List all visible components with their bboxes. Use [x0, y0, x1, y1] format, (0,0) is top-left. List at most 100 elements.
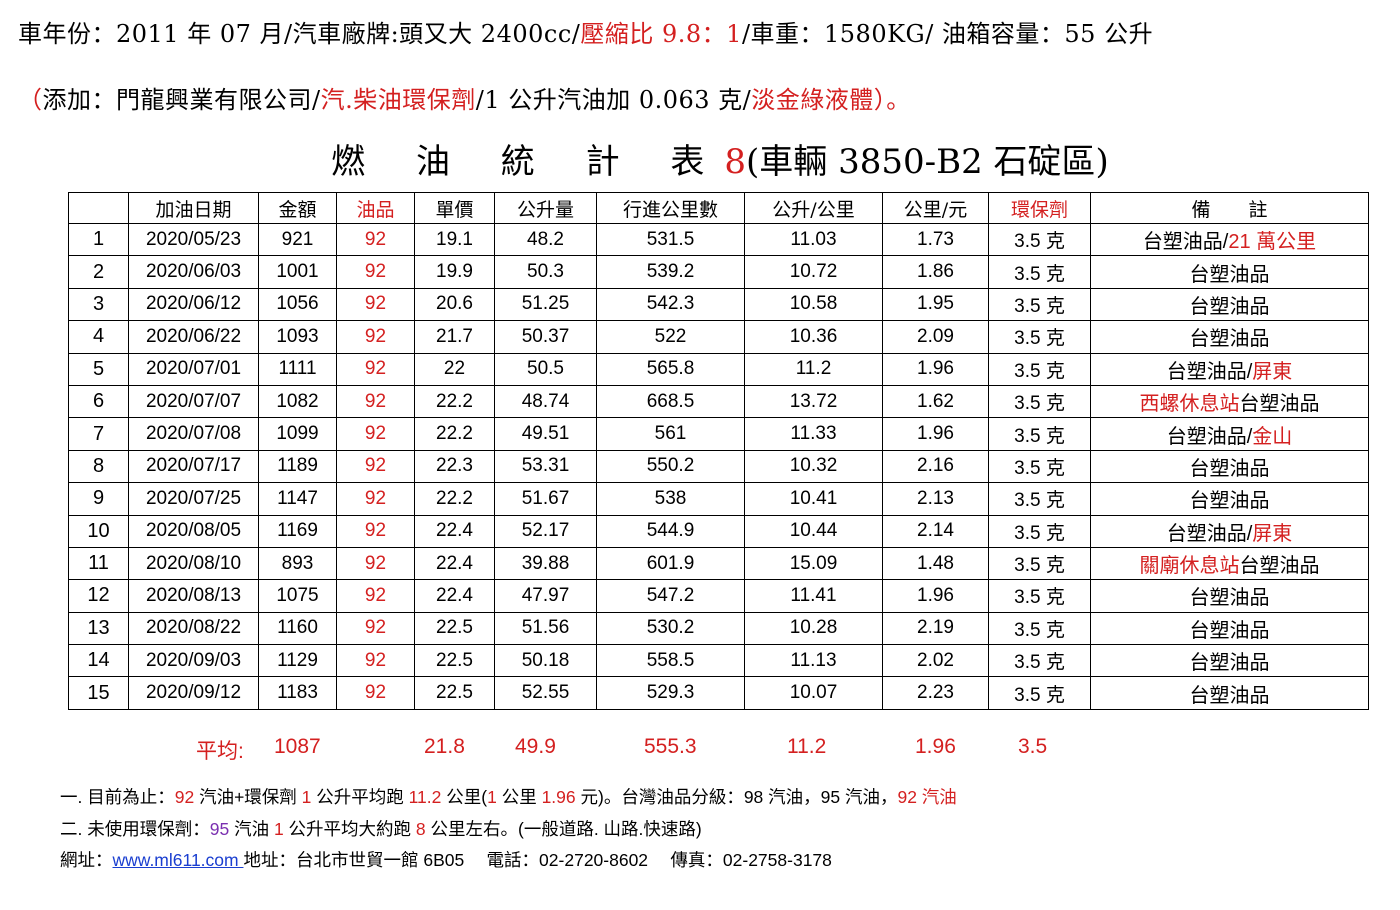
note-station: 台塑油品	[1189, 587, 1270, 610]
row-unit-price: 22.2	[414, 417, 495, 451]
row-liters: 48.74	[494, 384, 597, 419]
row-km: 522	[596, 320, 745, 354]
additive-company: 添加：門龍興業有限公司/	[42, 86, 321, 114]
row-additive: 3.5 克	[988, 482, 1091, 516]
footer-text-segment: 汽油+環保劑	[194, 787, 302, 807]
note-station: 台塑油品	[1189, 652, 1270, 675]
row-fuel-grade: 92	[336, 514, 415, 548]
row-liters: 50.18	[494, 644, 597, 678]
row-note: 台塑油品	[1090, 449, 1369, 484]
website-link[interactable]: www.ml611.com	[112, 850, 244, 870]
row-date: 2020/07/01	[128, 352, 259, 386]
row-amount: 1099	[258, 417, 337, 451]
header-note: 備 註	[1090, 192, 1369, 224]
row-liters-per-km: 10.44	[744, 514, 883, 548]
additive-open-paren: （	[18, 86, 43, 114]
note-station: 台塑油品/	[1166, 360, 1253, 383]
row-amount: 1129	[258, 644, 337, 678]
row-date: 2020/06/12	[128, 287, 259, 322]
row-fuel-grade: 92	[336, 222, 415, 257]
average-liters: 49.9	[515, 735, 556, 758]
row-unit-price: 22	[414, 352, 495, 386]
table-row: 9 2020/07/25 1147 92 22.2 51.67 538 10.41 2.13 3.…	[68, 482, 1369, 516]
note-station: 台塑油品	[1189, 263, 1270, 286]
row-fuel-grade: 92	[336, 384, 415, 419]
row-fuel-grade: 92	[336, 676, 415, 710]
row-amount: 1075	[258, 579, 337, 613]
row-km: 601.9	[596, 546, 745, 581]
row-km-per-dollar: 1.48	[882, 546, 989, 581]
row-km-per-dollar: 2.09	[882, 320, 989, 354]
header-unit-price: 單價	[414, 192, 495, 224]
row-additive: 3.5 克	[988, 255, 1091, 289]
table-row: 7 2020/07/08 1099 92 22.2 49.51 561 11.33 1.96 3.…	[68, 417, 1369, 451]
note-location: 關廟休息站	[1139, 555, 1240, 578]
row-liters-per-km: 10.36	[744, 320, 883, 354]
additive-appearance: 淡金綠液體	[751, 86, 874, 114]
row-date: 2020/06/22	[128, 320, 259, 354]
row-km: 538	[596, 482, 745, 516]
vehicle-info-text: 車年份：2011 年 07 月/汽車廠牌:頭又大 2400cc/	[18, 20, 581, 48]
row-index: 11	[68, 546, 129, 581]
row-km-per-dollar: 2.19	[882, 611, 989, 646]
row-km-per-dollar: 1.96	[882, 352, 989, 386]
row-km-per-dollar: 1.73	[882, 222, 989, 257]
row-amount: 1093	[258, 320, 337, 354]
row-unit-price: 22.4	[414, 546, 495, 581]
row-index: 5	[68, 352, 129, 386]
row-index: 2	[68, 255, 129, 289]
row-liters-per-km: 11.33	[744, 417, 883, 451]
note-station: 台塑油品/	[1166, 425, 1253, 448]
row-date: 2020/09/12	[128, 676, 259, 710]
header-additive: 環保劑	[988, 192, 1091, 224]
row-additive: 3.5 克	[988, 676, 1091, 710]
row-amount: 921	[258, 222, 337, 257]
header-km-per-dollar: 公里/元	[882, 192, 989, 224]
row-date: 2020/07/17	[128, 449, 259, 484]
row-note: 台塑油品	[1090, 255, 1369, 289]
row-additive: 3.5 克	[988, 417, 1091, 451]
note-location: 西螺休息站	[1139, 393, 1240, 416]
row-amount: 1189	[258, 449, 337, 484]
row-amount: 1147	[258, 482, 337, 516]
row-additive: 3.5 克	[988, 611, 1091, 646]
table-row: 2 2020/06/03 1001 92 19.9 50.3 539.2 10.72 1.86 3…	[68, 255, 1369, 289]
row-km: 547.2	[596, 579, 745, 613]
row-liters-per-km: 11.2	[744, 352, 883, 386]
table-header-row: 加油日期 金額 油品 單價 公升量 行進公里數 公升/公里 公里/元 環保劑 備…	[68, 192, 1369, 224]
table-body: 1 2020/05/23 921 92 19.1 48.2 531.5 11.03 1.73 3.…	[68, 222, 1369, 710]
row-liters: 50.37	[494, 320, 597, 354]
footer-summary-line: 一. 目前為止：92 汽油+環保劑 1 公升平均跑 11.2 公里(1 公里 1…	[60, 784, 957, 809]
row-date: 2020/08/22	[128, 611, 259, 646]
row-liters: 51.25	[494, 287, 597, 322]
title-number: 8	[724, 142, 747, 182]
row-index: 3	[68, 287, 129, 322]
footer-contact-line: 網址：www.ml611.com 地址：台北市世貿一館 6B05 電話：02-2…	[60, 847, 832, 872]
row-liters: 52.17	[494, 514, 597, 548]
row-km-per-dollar: 1.96	[882, 579, 989, 613]
row-liters: 47.97	[494, 579, 597, 613]
row-index: 8	[68, 449, 129, 484]
row-unit-price: 19.1	[414, 222, 495, 257]
footer-text-segment: 95	[209, 819, 230, 839]
row-unit-price: 22.4	[414, 514, 495, 548]
row-amount: 1001	[258, 255, 337, 289]
row-fuel-grade: 92	[336, 482, 415, 516]
row-liters-per-km: 10.41	[744, 482, 883, 516]
row-note: 台塑油品/21 萬公里	[1090, 222, 1369, 257]
row-fuel-grade: 92	[336, 546, 415, 581]
row-km-per-dollar: 1.86	[882, 255, 989, 289]
header-fuel-grade: 油品	[336, 192, 415, 224]
row-amount: 1183	[258, 676, 337, 710]
row-km: 539.2	[596, 255, 745, 289]
row-date: 2020/08/05	[128, 514, 259, 548]
row-note: 台塑油品	[1090, 611, 1369, 646]
row-unit-price: 22.3	[414, 449, 495, 484]
row-note: 台塑油品/金山	[1090, 417, 1369, 451]
note-station: 台塑油品	[1189, 295, 1270, 318]
note-station: 台塑油品	[1189, 457, 1270, 480]
row-date: 2020/08/10	[128, 546, 259, 581]
table-row: 10 2020/08/05 1169 92 22.4 52.17 544.9 10.44 2.1…	[68, 514, 1369, 548]
footer-text-segment: 92 汽油	[897, 787, 957, 807]
average-label: 平均:	[196, 740, 244, 763]
